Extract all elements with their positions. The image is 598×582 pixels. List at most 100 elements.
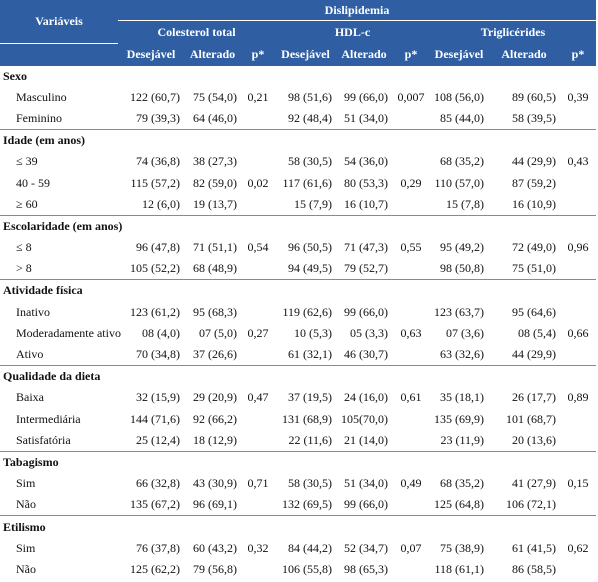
section-title: Escolaridade (em anos) xyxy=(0,214,596,237)
colesterol-alterado-cell: 95 (68,3) xyxy=(193,304,237,319)
colesterol-desejavel-cell: 25 (12,4) xyxy=(136,432,180,447)
trig-alterado-cell: 44 (29,9) xyxy=(512,347,556,362)
hdl-alterado-cell: 99 (66,0) xyxy=(344,497,388,512)
hdl-p-cell xyxy=(392,194,430,216)
colesterol-alterado-cell: 07 (5,0) xyxy=(199,325,237,340)
row-label: Sim xyxy=(16,540,36,555)
trig-p-cell xyxy=(560,430,596,452)
hdl-desejavel-cell: 37 (19,5) xyxy=(288,390,332,405)
hdl-desejavel-cell: 132 (69,5) xyxy=(282,497,332,512)
hdl-desejavel-cell: 22 (11,6) xyxy=(288,432,332,447)
trig-alterado-cell: 86 (58,5) xyxy=(512,561,556,576)
trig-p-header: p* xyxy=(560,43,596,66)
hdl-desejavel-cell: 119 (62,6) xyxy=(282,304,332,319)
section-title: Idade (em anos) xyxy=(0,129,596,152)
colesterol-p-cell: 0,32 xyxy=(247,540,269,555)
colesterol-alterado-cell: 82 (59,0) xyxy=(193,175,237,190)
table-row: Feminino 79 (39,3) 64 (46,0) 92 (48,4) 51 (3… xyxy=(0,108,596,130)
table-row: Não 135 (67,2) 96 (69,1) 132 (69,5) 99 (66,0… xyxy=(0,494,596,516)
colesterol-desejavel-cell: 76 (37,8) xyxy=(136,540,180,555)
trig-p-cell: 0,66 xyxy=(567,325,589,340)
hdl-desejavel-cell: 61 (32,1) xyxy=(288,347,332,362)
colesterol-p-cell xyxy=(241,108,275,130)
table-row: Baixa 32 (15,9) 29 (20,9) 0,47 37 (19,5) 24 (… xyxy=(0,387,596,408)
hdl-desejavel-cell: 58 (30,5) xyxy=(288,476,332,491)
colesterol-p-cell: 0,02 xyxy=(247,175,269,190)
hdl-alterado-cell: 54 (36,0) xyxy=(344,154,388,169)
trig-desejavel-cell: 95 (49,2) xyxy=(440,240,484,255)
colesterol-p-cell xyxy=(241,151,275,172)
colesterol-p-cell xyxy=(241,344,275,366)
hdl-alterado-cell: 46 (30,7) xyxy=(344,347,388,362)
trig-desejavel-cell: 68 (35,2) xyxy=(440,476,484,491)
colesterol-alterado-cell: 38 (27,3) xyxy=(193,154,237,169)
hdl-p-cell xyxy=(392,151,430,172)
colesterol-desejavel-cell: 66 (32,8) xyxy=(136,476,180,491)
table-row: Sim 66 (32,8) 43 (30,9) 0,71 58 (30,5) 51 (34… xyxy=(0,473,596,494)
trig-alterado-cell: 72 (49,0) xyxy=(512,240,556,255)
trig-desejavel-cell: 118 (61,1) xyxy=(434,561,484,576)
table-row: Ativo 70 (34,8) 37 (26,6) 61 (32,1) 46 (30,7… xyxy=(0,344,596,366)
colesterol-alterado-cell: 92 (66,2) xyxy=(193,411,237,426)
colesterol-alterado-cell: 96 (69,1) xyxy=(193,497,237,512)
colesterol-alterado-cell: 29 (20,9) xyxy=(193,390,237,405)
colesterol-desejavel-cell: 105 (52,2) xyxy=(130,261,180,276)
section-row: Tabagismo xyxy=(0,450,596,474)
hdl-alterado-cell: 80 (53,3) xyxy=(344,175,388,190)
row-label: Baixa xyxy=(16,390,44,405)
trig-p-cell xyxy=(560,172,596,193)
colesterol-desejavel-cell: 135 (67,2) xyxy=(130,497,180,512)
hdl-p-cell xyxy=(392,430,430,452)
hdl-desejavel-cell: 58 (30,5) xyxy=(288,154,332,169)
colesterol-desejavel-cell: 32 (15,9) xyxy=(136,390,180,405)
hdl-p-cell: 0,55 xyxy=(400,240,422,255)
colesterol-alterado-cell: 19 (13,7) xyxy=(193,196,237,211)
trig-p-cell: 0,39 xyxy=(567,89,589,104)
hdl-p-cell: 0,61 xyxy=(400,390,422,405)
colesterol-desejavel-cell: 70 (34,8) xyxy=(136,347,180,362)
trig-alterado-cell: 75 (51,0) xyxy=(512,261,556,276)
trig-alterado-header: Alterado xyxy=(488,43,560,66)
colesterol-alterado-cell: 75 (54,0) xyxy=(193,89,237,104)
hdl-p-cell: 0,29 xyxy=(400,175,422,190)
table-header: Variáveis Dislipidemia Colesterol total … xyxy=(0,0,596,66)
hdl-header: HDL-c xyxy=(275,20,430,43)
trig-alterado-cell: 08 (5,4) xyxy=(518,325,556,340)
table-row: Intermediária 144 (71,6) 92 (66,2) 131 (68,… xyxy=(0,409,596,430)
section-row: Escolaridade (em anos) xyxy=(0,214,596,237)
colesterol-p-cell: 0,21 xyxy=(247,89,269,104)
section-title: Atividade física xyxy=(0,279,596,302)
colesterol-alterado-cell: 43 (30,9) xyxy=(193,476,237,491)
col-alterado-header: Alterado xyxy=(184,43,241,66)
trig-p-cell: 0,62 xyxy=(567,540,589,555)
hdl-alterado-cell: 79 (52,7) xyxy=(344,261,388,276)
row-label: Ativo xyxy=(16,347,44,362)
trig-p-cell xyxy=(560,258,596,280)
colesterol-alterado-cell: 18 (12,9) xyxy=(193,432,237,447)
hdl-p-cell: 0,007 xyxy=(397,89,425,104)
section-row: Etilismo xyxy=(0,515,596,538)
trig-alterado-cell: 101 (68,7) xyxy=(506,411,556,426)
hdl-alterado-cell: 16 (10,7) xyxy=(344,196,388,211)
row-label: Satisfatória xyxy=(16,432,71,447)
trig-header: Triglicérides xyxy=(430,20,596,43)
hdl-alterado-cell: 71 (47,3) xyxy=(344,240,388,255)
section-title: Tabagismo xyxy=(0,450,596,474)
colesterol-alterado-cell: 60 (43,2) xyxy=(193,540,237,555)
trig-desejavel-cell: 63 (32,6) xyxy=(440,347,484,362)
hdl-alterado-cell: 51 (34,0) xyxy=(344,110,388,125)
table-body: Sexo Masculino 122 (60,7) 75 (54,0) 0,21 98 (… xyxy=(0,66,596,581)
trig-p-cell xyxy=(560,409,596,430)
row-label: Sim xyxy=(16,476,36,491)
trig-alterado-cell: 16 (10,9) xyxy=(512,196,556,211)
trig-desejavel-cell: 125 (64,8) xyxy=(434,497,484,512)
row-label: ≤ 8 xyxy=(16,240,32,255)
trig-alterado-cell: 106 (72,1) xyxy=(506,497,556,512)
hdl-desejavel-cell: 106 (55,8) xyxy=(282,561,332,576)
trig-desejavel-cell: 85 (44,0) xyxy=(440,110,484,125)
trig-p-cell xyxy=(560,194,596,216)
table-row: 40 - 59 115 (57,2) 82 (59,0) 0,02 117 (61,6)… xyxy=(0,172,596,193)
colesterol-desejavel-cell: 96 (47,8) xyxy=(136,240,180,255)
colesterol-p-cell: 0,71 xyxy=(247,476,269,491)
